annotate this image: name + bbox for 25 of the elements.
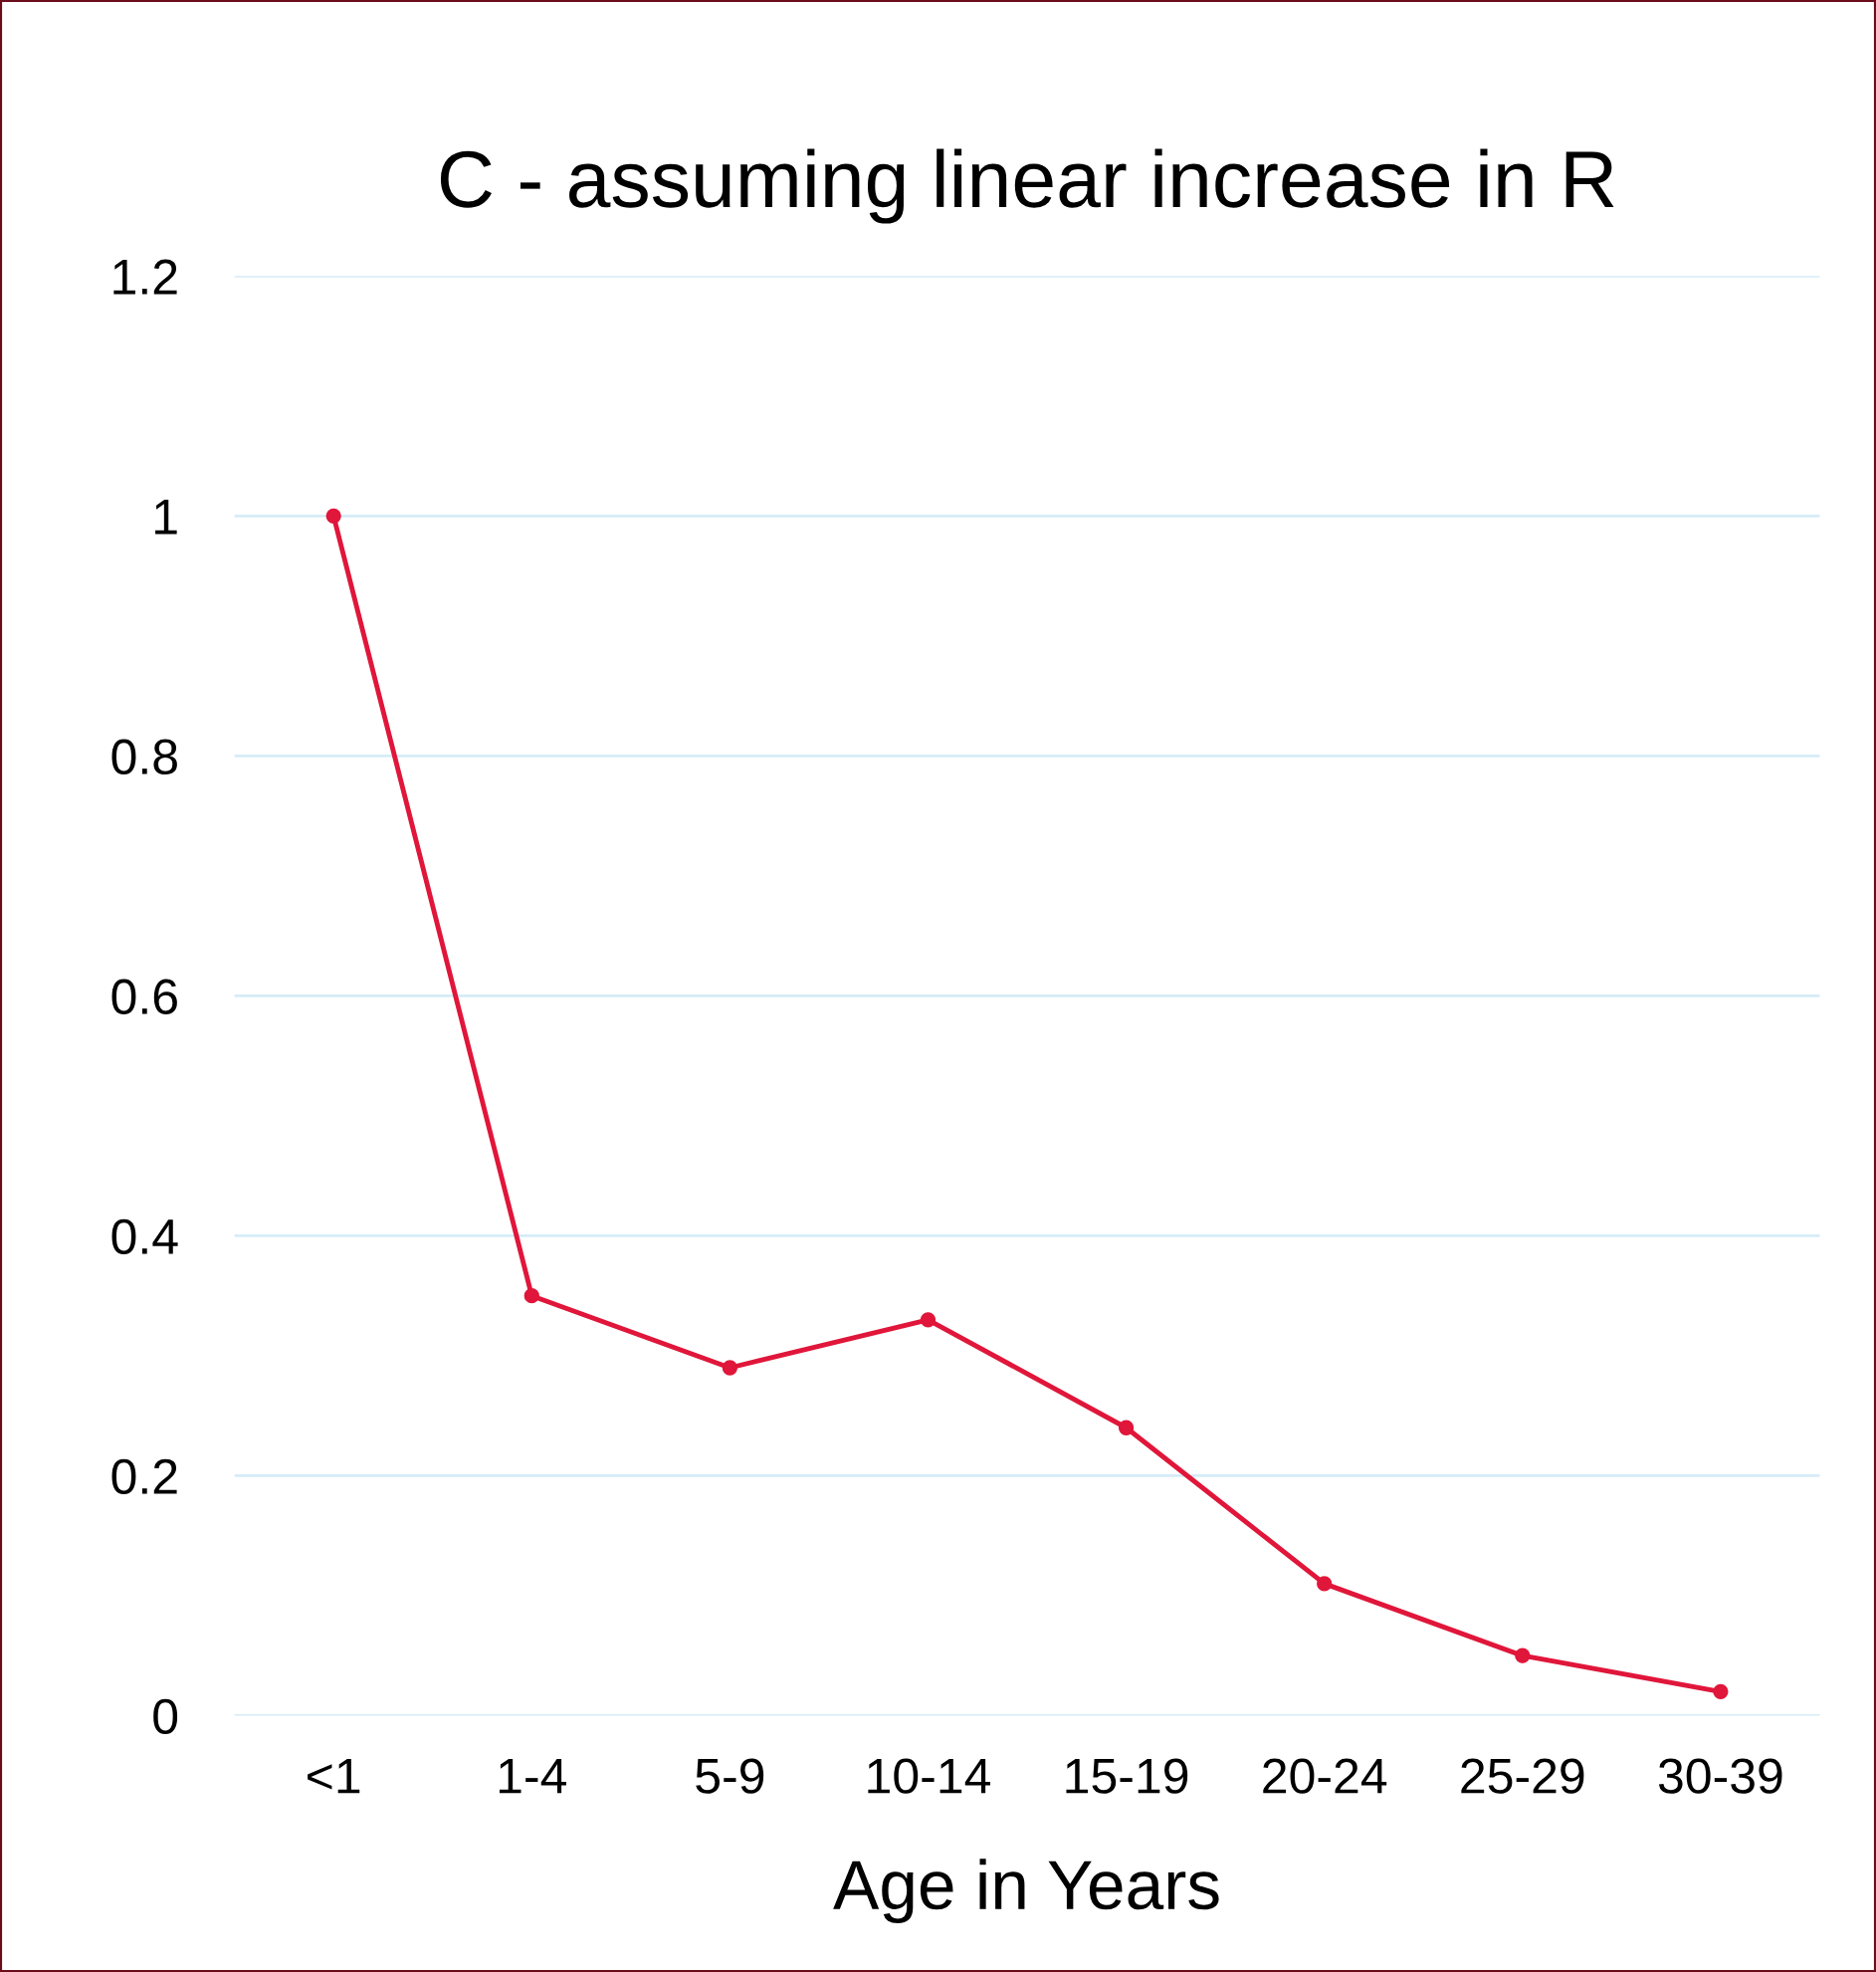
- x-tick-label: 10-14: [868, 1758, 990, 1794]
- x-axis-title: Age in Years: [833, 1859, 1219, 1924]
- y-tick-label: 0.6: [111, 979, 177, 1015]
- x-tick-label: 1-4: [499, 1758, 566, 1794]
- point: [920, 1312, 937, 1328]
- point: [722, 1360, 738, 1376]
- y-tick-label: 0.2: [111, 1458, 177, 1495]
- y-tick-label: 0.4: [111, 1218, 178, 1255]
- x-tick-label: 5-9: [696, 1758, 764, 1794]
- y-tick-label: 1.2: [113, 259, 177, 295]
- point: [1515, 1647, 1531, 1663]
- point: [325, 508, 341, 525]
- x-tick-label: 15-19: [1066, 1758, 1188, 1794]
- y-tick-label: 0: [153, 1698, 178, 1735]
- x-tick-label: <1: [308, 1758, 360, 1794]
- x-tick-label: 30-39: [1658, 1758, 1782, 1794]
- chart-title: C - assuming linear increase in R: [440, 148, 1614, 224]
- point: [523, 1288, 539, 1304]
- point: [1118, 1420, 1135, 1435]
- y-tick-label: 0.8: [111, 739, 177, 774]
- x-tick-label: 25-29: [1461, 1758, 1584, 1794]
- point: [1317, 1576, 1333, 1592]
- point: [1713, 1683, 1729, 1700]
- y-tick-label: 1: [155, 500, 177, 535]
- x-tick-label: 20-24: [1263, 1758, 1387, 1794]
